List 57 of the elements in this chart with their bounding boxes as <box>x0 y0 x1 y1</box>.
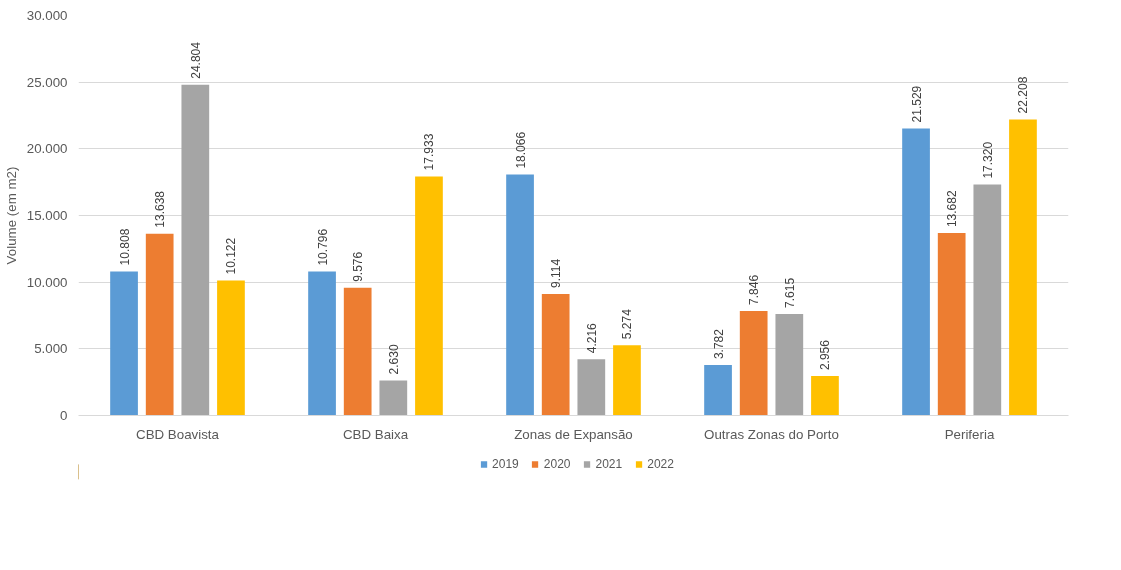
data-label: 18.066 <box>513 131 528 169</box>
data-label: 13.638 <box>153 190 168 228</box>
bar <box>110 271 138 416</box>
legend-label: 2019 <box>492 457 519 471</box>
x-tick-label: CBD Boavista <box>136 426 220 442</box>
data-label: 2.956 <box>818 339 833 371</box>
data-label: 10.796 <box>315 228 330 266</box>
bar <box>506 174 534 416</box>
data-label: 13.682 <box>945 190 960 228</box>
bar <box>902 128 930 416</box>
bar <box>217 280 245 416</box>
bar <box>343 287 372 416</box>
bar <box>541 293 570 416</box>
bar <box>577 359 606 416</box>
data-label: 2.630 <box>386 344 401 375</box>
bar <box>181 84 210 416</box>
y-tick-label: 0 <box>60 408 68 423</box>
y-tick-label: 25.000 <box>26 74 68 90</box>
x-tick-label: CBD Baixa <box>342 426 409 442</box>
data-label: 9.576 <box>351 251 366 282</box>
bar <box>613 345 641 416</box>
y-tick-label: 10.000 <box>26 274 68 290</box>
bar <box>739 310 768 416</box>
data-label: 7.846 <box>747 274 762 305</box>
bar <box>145 233 174 416</box>
y-tick-label: 30.000 <box>26 8 68 23</box>
bar <box>811 376 839 416</box>
data-label: 24.804 <box>188 41 203 79</box>
bar <box>973 184 1002 416</box>
data-label: 5.274 <box>620 308 635 340</box>
data-label: 4.216 <box>584 322 599 354</box>
bar <box>1009 119 1037 416</box>
legend-label: 2020 <box>543 457 571 471</box>
y-tick-label: 20.000 <box>26 141 68 157</box>
bar <box>379 380 408 416</box>
data-label: 10.122 <box>224 237 239 275</box>
x-tick-label: Outras Zonas do Porto <box>704 426 839 442</box>
bar <box>937 233 966 416</box>
data-label: 7.615 <box>782 277 797 308</box>
x-tick-label: Periferia <box>944 426 995 442</box>
bar <box>775 313 804 416</box>
y-tick-label: 5.000 <box>34 341 68 357</box>
legend-label: 2022 <box>647 457 674 471</box>
data-label: 17.933 <box>422 133 437 171</box>
data-label: 21.529 <box>909 85 924 123</box>
data-label: 9.114 <box>549 258 564 288</box>
data-label: 3.782 <box>711 328 726 360</box>
y-axis-title: Volume (em m2) <box>3 166 19 265</box>
data-label: 10.808 <box>117 228 132 266</box>
legend-label: 2021 <box>595 457 623 471</box>
bar <box>704 365 732 416</box>
y-tick-label: 15.000 <box>26 208 68 223</box>
data-label: 22.208 <box>1016 76 1031 114</box>
bar <box>308 271 336 416</box>
x-tick-label: Zonas de Expansão <box>514 426 633 442</box>
data-label: 17.320 <box>980 141 995 179</box>
bar <box>415 176 443 416</box>
